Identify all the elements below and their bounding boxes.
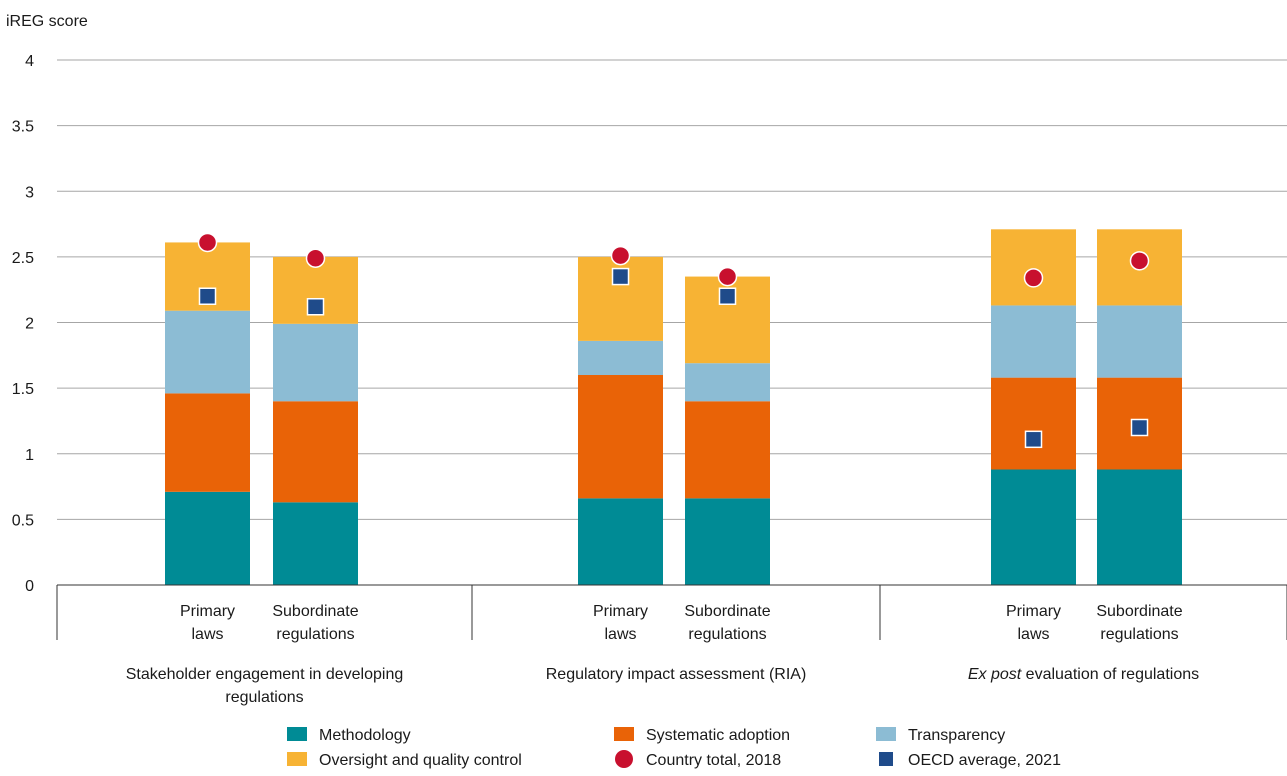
category-label: Primary — [1006, 603, 1061, 620]
legend-swatch — [287, 727, 307, 741]
legend-swatch — [287, 752, 307, 766]
legend-circle — [615, 750, 633, 768]
y-axis-ticks: 0 0.5 1 1.5 2 2.5 3 3.5 4 — [12, 53, 34, 595]
y-axis-label: iREG score — [6, 13, 88, 30]
marker-oecd-average-2021 — [1130, 418, 1149, 437]
group-label: Regulatory impact assessment (RIA) — [546, 666, 807, 683]
y-tick-label: 2.5 — [12, 250, 34, 267]
legend-item: Transparency — [876, 727, 1005, 744]
bar-segment-systematic-adoption — [685, 401, 770, 499]
category-label: laws — [604, 626, 636, 643]
category-label: Primary — [180, 603, 235, 620]
marker-oecd-average-2021 — [611, 267, 630, 286]
bar-segment-transparency — [685, 363, 770, 402]
marker-country-total-2018 — [717, 266, 738, 287]
y-tick-label: 0.5 — [12, 512, 34, 529]
marker-country-total-2018 — [610, 245, 631, 266]
y-tick-label: 3 — [25, 184, 34, 201]
bar-segment-methodology — [165, 491, 250, 585]
marker-country-total-2018 — [1129, 251, 1150, 271]
marker-country-total-2018 — [305, 248, 326, 268]
legend-label: Methodology — [319, 727, 411, 744]
group-label: Ex post evaluation of regulations — [968, 666, 1199, 683]
legend-label: OECD average, 2021 — [908, 752, 1061, 769]
category-label: regulations — [276, 626, 354, 643]
bar-segment-methodology — [578, 498, 663, 585]
bar-segment-methodology — [1097, 469, 1182, 585]
x-axis: Primary laws Subordinate regulations Stakeho… — [56, 584, 1287, 706]
category-label: Subordinate — [272, 603, 358, 620]
y-tick-label: 3.5 — [12, 119, 34, 136]
y-tick-label: 1.5 — [12, 381, 34, 398]
gridlines — [57, 59, 1287, 520]
marker-country-total-2018 — [1023, 268, 1044, 288]
bars — [165, 229, 1182, 585]
y-tick-label: 0 — [25, 578, 34, 595]
marker-oecd-average-2021 — [1024, 430, 1043, 449]
group-label: Stakeholder engagement in developing — [126, 666, 404, 683]
bar-segment-transparency — [273, 323, 358, 402]
y-tick-label: 4 — [25, 53, 34, 70]
bar-segment-methodology — [991, 469, 1076, 585]
legend-item: Oversight and quality control — [287, 752, 522, 769]
category-label: laws — [1017, 626, 1049, 643]
bar-segment-transparency — [1097, 305, 1182, 378]
bar-segment-systematic-adoption — [165, 393, 250, 492]
marker-oecd-average-2021 — [718, 287, 737, 305]
bar-segment-methodology — [685, 498, 770, 585]
legend: Methodology Systematic adoption Transparen… — [287, 727, 1061, 769]
bar-segment-methodology — [273, 502, 358, 585]
bar-segment-transparency — [991, 305, 1076, 378]
legend-square — [879, 752, 893, 766]
group-label: regulations — [225, 689, 303, 706]
bar-segment-systematic-adoption — [991, 377, 1076, 470]
category-label: regulations — [688, 626, 766, 643]
marker-oecd-average-2021 — [198, 287, 217, 305]
markers — [197, 232, 1150, 449]
legend-swatch — [876, 727, 896, 741]
marker-oecd-average-2021 — [306, 298, 325, 316]
legend-item: Systematic adoption — [614, 727, 790, 744]
legend-label: Systematic adoption — [646, 727, 790, 744]
legend-item: OECD average, 2021 — [879, 752, 1061, 769]
category-label: Subordinate — [684, 603, 770, 620]
category-label: Primary — [593, 603, 648, 620]
bar-segment-oversight-and-quality-control — [991, 229, 1076, 306]
y-tick-label: 1 — [25, 447, 34, 464]
legend-label: Transparency — [908, 727, 1005, 744]
legend-label: Oversight and quality control — [319, 752, 522, 769]
bar-segment-systematic-adoption — [273, 401, 358, 503]
category-label: regulations — [1100, 626, 1178, 643]
marker-country-total-2018 — [197, 232, 218, 253]
y-tick-label: 2 — [25, 316, 34, 333]
bar-segment-systematic-adoption — [578, 375, 663, 499]
bar-segment-transparency — [578, 340, 663, 375]
category-label: Subordinate — [1096, 603, 1182, 620]
category-label: laws — [191, 626, 223, 643]
legend-swatch — [614, 727, 634, 741]
bar-segment-transparency — [165, 310, 250, 394]
legend-item: Methodology — [287, 727, 411, 744]
legend-item: Country total, 2018 — [615, 750, 781, 769]
legend-label: Country total, 2018 — [646, 752, 781, 769]
